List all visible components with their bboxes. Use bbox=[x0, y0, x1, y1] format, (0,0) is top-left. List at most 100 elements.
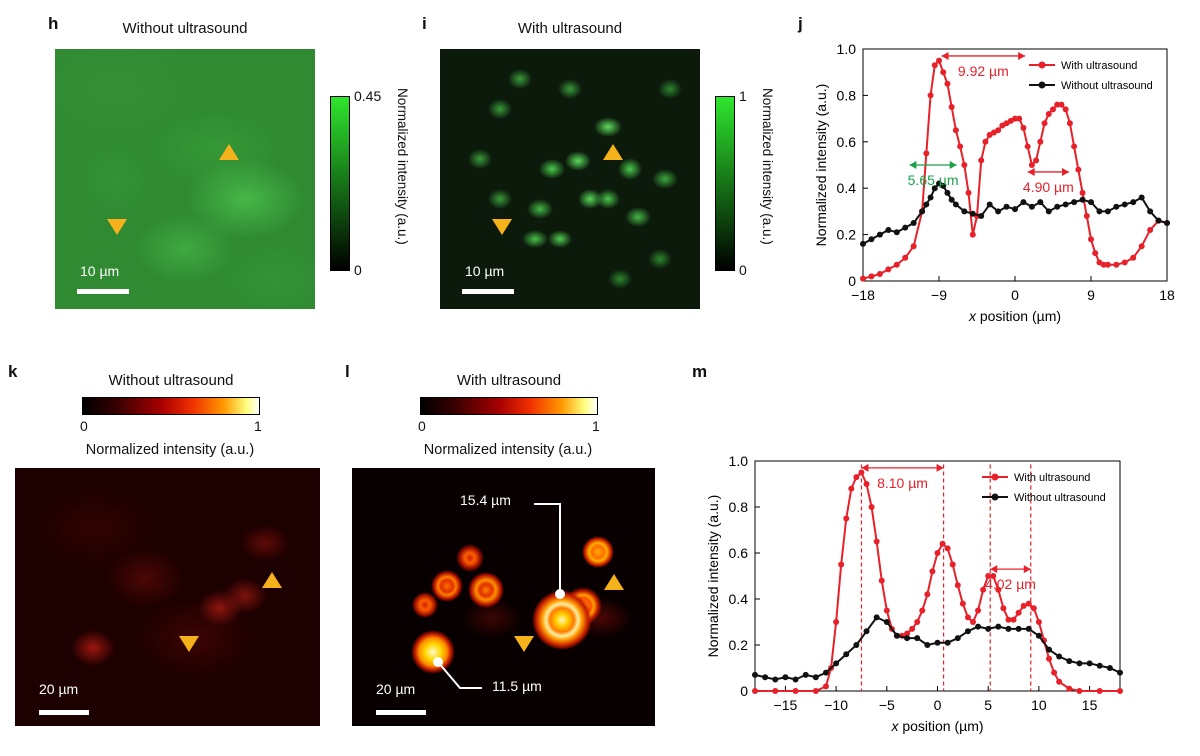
dimension-label: 4.90 µm bbox=[1023, 179, 1074, 195]
data-point bbox=[873, 614, 880, 621]
data-point bbox=[1015, 609, 1022, 616]
data-point bbox=[860, 240, 866, 247]
arrowhead-marker bbox=[219, 144, 239, 160]
data-point bbox=[949, 561, 956, 568]
data-point bbox=[1025, 600, 1032, 607]
scale-bar bbox=[462, 289, 514, 294]
arrowhead-marker bbox=[514, 636, 534, 652]
data-point bbox=[1096, 662, 1103, 669]
data-point bbox=[883, 607, 890, 614]
data-point bbox=[873, 538, 880, 545]
data-point bbox=[1066, 685, 1073, 692]
data-point bbox=[1005, 625, 1012, 632]
data-point bbox=[1062, 106, 1069, 113]
panel-label-k: k bbox=[8, 362, 18, 381]
data-point bbox=[982, 138, 989, 145]
y-tick-label: 0.4 bbox=[729, 591, 749, 607]
data-point bbox=[1076, 660, 1083, 667]
arrowhead bbox=[909, 161, 917, 169]
data-point bbox=[1046, 655, 1053, 662]
data-point bbox=[957, 143, 964, 150]
data-point bbox=[944, 189, 951, 196]
data-point bbox=[1045, 208, 1052, 215]
dimension-label: 5.65 µm bbox=[908, 172, 959, 188]
arrowhead bbox=[1027, 167, 1035, 176]
x-tick-label: −5 bbox=[879, 697, 895, 713]
data-point bbox=[1010, 616, 1017, 623]
data-point bbox=[944, 80, 951, 87]
data-point bbox=[782, 674, 789, 681]
data-point bbox=[863, 628, 870, 635]
y-axis-label: Normalized intensity (a.u.) bbox=[705, 495, 721, 658]
scale-bar bbox=[39, 710, 89, 715]
data-point bbox=[1147, 226, 1154, 233]
data-point bbox=[1096, 688, 1103, 694]
data-point bbox=[1062, 201, 1069, 208]
data-point bbox=[1075, 166, 1082, 173]
colorbar-max-label: 1 bbox=[592, 418, 600, 434]
data-point bbox=[853, 474, 860, 481]
data-point bbox=[1117, 688, 1123, 694]
data-point bbox=[1155, 217, 1162, 224]
data-point bbox=[876, 231, 883, 238]
data-point bbox=[860, 275, 866, 282]
colorbar-i bbox=[715, 96, 735, 271]
data-point bbox=[838, 561, 845, 568]
data-point bbox=[910, 243, 917, 250]
data-point bbox=[853, 642, 860, 648]
legend-label: Without ultrasound bbox=[1061, 80, 1153, 92]
data-point bbox=[752, 671, 758, 678]
data-point bbox=[1138, 194, 1145, 201]
data-point bbox=[1054, 101, 1061, 108]
data-point bbox=[990, 573, 997, 579]
data-point bbox=[914, 635, 921, 642]
data-point bbox=[939, 540, 946, 547]
panel-i-image: 10 µm bbox=[440, 49, 700, 309]
data-point bbox=[833, 660, 840, 667]
data-point bbox=[772, 676, 779, 683]
data-point bbox=[986, 201, 993, 208]
x-axis-label: x position (µm) bbox=[890, 718, 983, 734]
legend-label: With ultrasound bbox=[1061, 60, 1137, 72]
data-point bbox=[1121, 259, 1128, 266]
arrowhead-marker bbox=[107, 219, 127, 235]
data-point bbox=[902, 254, 909, 261]
data-point bbox=[843, 515, 850, 522]
data-point bbox=[1088, 199, 1094, 206]
legend-marker bbox=[991, 473, 999, 481]
colorbar-h bbox=[330, 96, 350, 271]
data-point bbox=[1016, 115, 1023, 122]
data-point bbox=[1005, 616, 1012, 623]
y-tick-label: 1.0 bbox=[729, 453, 749, 469]
scale-bar-label: 10 µm bbox=[80, 263, 120, 279]
data-point bbox=[985, 573, 992, 579]
data-point bbox=[980, 586, 987, 593]
data-point bbox=[1020, 199, 1027, 206]
x-tick-label: 0 bbox=[934, 697, 942, 713]
data-point bbox=[843, 651, 850, 658]
data-point bbox=[848, 485, 855, 492]
data-point bbox=[1041, 120, 1048, 127]
data-point bbox=[904, 630, 911, 637]
data-point bbox=[1037, 199, 1044, 206]
data-point bbox=[1056, 653, 1063, 660]
data-point bbox=[969, 231, 976, 238]
data-point bbox=[1106, 665, 1113, 671]
y-tick-label: 0.6 bbox=[729, 545, 749, 561]
data-point bbox=[1003, 203, 1010, 210]
arrowhead-marker bbox=[604, 574, 624, 590]
data-point bbox=[1100, 261, 1107, 268]
arrowhead bbox=[1023, 565, 1031, 574]
colorbar-max-label: 0.45 bbox=[354, 88, 382, 104]
y-tick-label: 0.4 bbox=[837, 180, 857, 196]
chart-m: 0 0.2 0.4 0.6 0.8 1.0 −15 −10 −5 0 5 10 15 x position… bbox=[705, 453, 1123, 734]
data-point bbox=[772, 688, 779, 694]
data-point bbox=[995, 586, 1002, 593]
data-point bbox=[1037, 138, 1044, 145]
panel-label-l: l bbox=[345, 362, 350, 381]
data-point bbox=[1066, 120, 1073, 127]
y-tick-label: 0.2 bbox=[729, 637, 749, 653]
data-point bbox=[1020, 124, 1027, 131]
colorbar-title: Normalized intensity (a.u.) bbox=[395, 88, 410, 245]
y-tick-label: 0.8 bbox=[729, 499, 749, 515]
